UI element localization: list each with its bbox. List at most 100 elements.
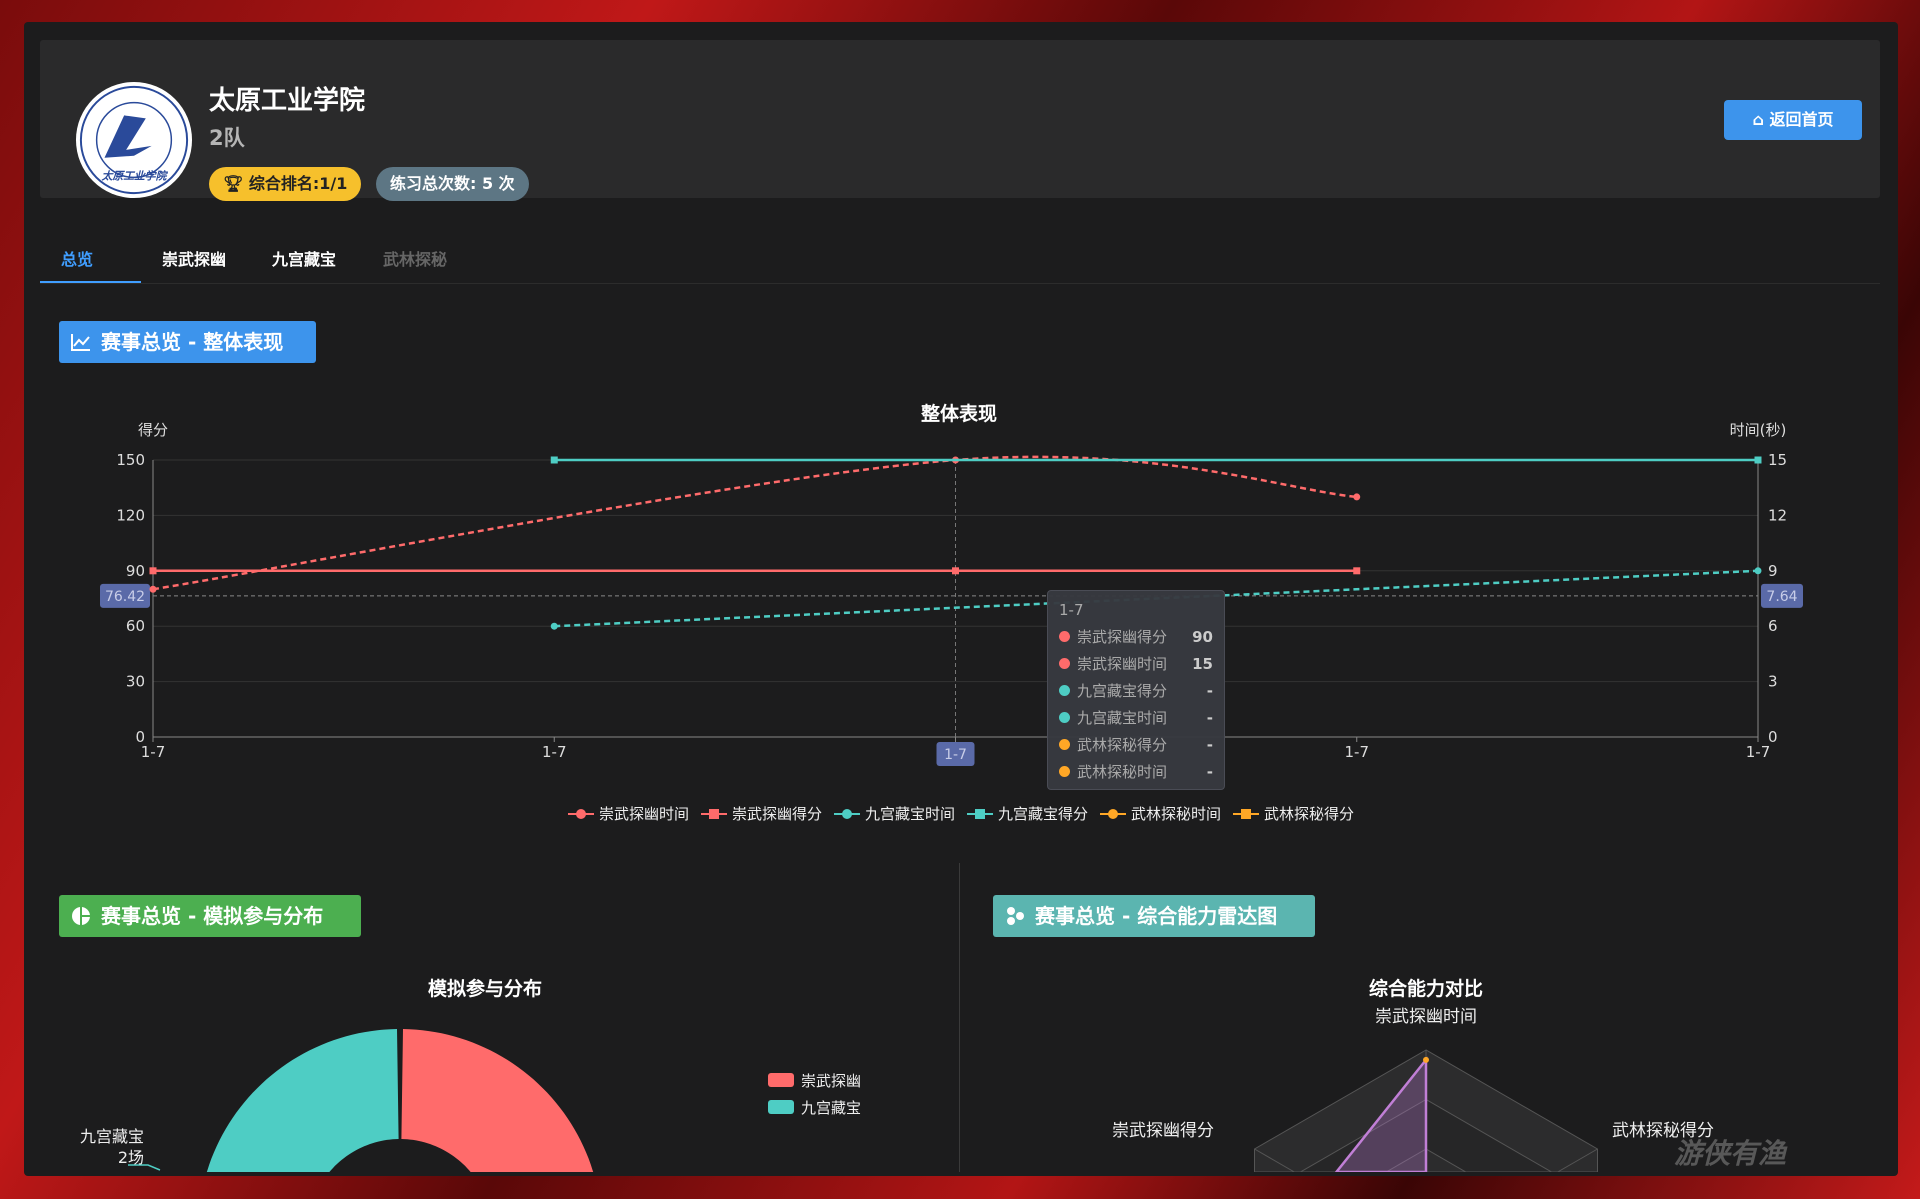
team-header: 太原工业学院 太原工业学院 2队 🏆︎ 综合排名:1/1 练习总次数: 5 次 … xyxy=(40,40,1880,201)
legend-item[interactable]: 崇武探幽时间 xyxy=(567,803,689,824)
section-title: 赛事总览 - 模拟参与分布 xyxy=(101,904,324,928)
tooltip-series-name: 九宫藏宝得分 xyxy=(1077,682,1168,700)
tab-jiugong[interactable]: 九宫藏宝 xyxy=(272,250,337,269)
tooltip-value: - xyxy=(1206,735,1213,754)
tooltip-value: - xyxy=(1206,708,1213,727)
pie-slice xyxy=(401,1029,594,1172)
tab-overview[interactable]: 总览 xyxy=(61,250,94,269)
y-right-tick-label: 9 xyxy=(1768,562,1778,580)
axis-pointer-label: 1-7 xyxy=(944,747,967,763)
series-point xyxy=(1353,567,1361,575)
chart-tooltip: 1-7 崇武探幽得分 90 崇武探幽时间 15 九宫藏宝得分 - 九宫藏宝时间 - 武林探秘得分… xyxy=(1047,590,1225,790)
y-right-tick-label: 6 xyxy=(1768,617,1778,635)
pie-slice-label: 九宫藏宝 xyxy=(80,1127,144,1146)
line-chart-title: 整体表现 xyxy=(920,403,998,425)
series-dot-icon xyxy=(1059,739,1070,750)
legend-marker-icon xyxy=(1233,808,1260,819)
pie-slice xyxy=(206,1029,399,1172)
tooltip-series-name: 武林探秘时间 xyxy=(1077,763,1168,781)
section-title: 赛事总览 - 整体表现 xyxy=(101,330,284,354)
legend-marker-icon xyxy=(1100,808,1127,819)
series-dot-icon xyxy=(1059,631,1070,642)
section-header-overall: 赛事总览 - 整体表现 xyxy=(59,321,316,363)
radar-indicator-label: 崇武探幽得分 xyxy=(1112,1121,1214,1141)
legend-label: 崇武探幽得分 xyxy=(731,805,822,823)
x-tick-label: 1-7 xyxy=(1345,743,1370,761)
tooltip-row: 崇武探幽得分 90 xyxy=(1059,623,1213,650)
tooltip-value: - xyxy=(1206,762,1213,781)
series-point xyxy=(550,622,558,630)
tooltip-row: 崇武探幽时间 15 xyxy=(1059,650,1213,677)
pie-legend-swatch xyxy=(768,1100,794,1114)
series-dot-icon xyxy=(1059,712,1070,723)
y-right-tick-label: 3 xyxy=(1768,673,1778,691)
tooltip-series-name: 崇武探幽时间 xyxy=(1077,655,1168,673)
pie-chart-title: 模拟参与分布 xyxy=(427,978,543,1000)
tooltip-value: 15 xyxy=(1192,654,1213,673)
series-point xyxy=(952,567,959,575)
series-dot-icon xyxy=(1059,766,1070,777)
tab-wulin[interactable]: 武林探秘 xyxy=(383,250,448,269)
series-line xyxy=(152,455,1357,591)
y-left-tick-label: 0 xyxy=(135,728,145,746)
trophy-icon: 🏆︎ xyxy=(223,174,249,193)
section-header-distribution: 赛事总览 - 模拟参与分布 xyxy=(59,895,361,937)
pie-legend-swatch xyxy=(768,1073,794,1087)
section-header-radar: 赛事总览 - 综合能力雷达图 xyxy=(993,895,1315,937)
line-chart-legend: 崇武探幽时间 崇武探幽得分 九宫藏宝时间 九宫藏宝得分 武林探秘时间 武林探秘得分 xyxy=(24,803,1898,824)
legend-item[interactable]: 崇武探幽得分 xyxy=(700,803,822,824)
y-right-tick-label: 15 xyxy=(1768,451,1787,469)
legend-item[interactable]: 武林探秘得分 xyxy=(1233,803,1354,824)
series-point xyxy=(149,567,157,575)
svg-text:太原工业学院: 太原工业学院 xyxy=(101,169,169,182)
legend-marker-icon xyxy=(833,808,860,819)
legend-item[interactable]: 九宫藏宝时间 xyxy=(833,803,955,824)
legend-label: 崇武探幽时间 xyxy=(598,805,689,823)
tab-divider xyxy=(40,283,1880,284)
pie-chart-icon xyxy=(72,907,90,925)
tooltip-value: 90 xyxy=(1192,627,1213,646)
tooltip-row: 九宫藏宝得分 - xyxy=(1059,677,1213,704)
tooltip-series-name: 崇武探幽得分 xyxy=(1077,628,1168,646)
radar-point xyxy=(1423,1056,1429,1063)
series-point xyxy=(1754,456,1762,464)
y-left-tick-label: 150 xyxy=(116,451,145,469)
column-divider xyxy=(959,863,960,1172)
tooltip-row: 武林探秘时间 - xyxy=(1059,758,1213,785)
section-title: 赛事总览 - 综合能力雷达图 xyxy=(1035,904,1278,928)
radar-axis xyxy=(1254,1148,1295,1172)
legend-label: 武林探秘时间 xyxy=(1131,805,1222,823)
y-right-axis-label: 时间(秒) xyxy=(1730,421,1787,439)
rank-text: 综合排名:1/1 xyxy=(248,174,348,193)
y-left-tick-label: 30 xyxy=(126,673,145,691)
rank-badge: 🏆︎ 综合排名:1/1 xyxy=(209,167,362,201)
home-icon: ⌂ xyxy=(1752,110,1770,129)
home-button[interactable]: ⌂ 返回首页 xyxy=(1724,100,1862,140)
x-tick-label: 1-7 xyxy=(1746,743,1771,761)
legend-item[interactable]: 九宫藏宝得分 xyxy=(967,803,1088,824)
line-chart: 0 0 30 3 60 6 90 9 120 12 150 15 得分 时间(秒) 1-7 1-7 1-7 1-7… xyxy=(100,421,1803,766)
avg-label-right: 7.64 xyxy=(1766,589,1797,605)
radar-chart-title: 综合能力对比 xyxy=(1368,978,1484,1000)
school-logo: 太原工业学院 xyxy=(75,81,193,199)
x-tick-label: 1-7 xyxy=(141,743,166,761)
legend-label: 武林探秘得分 xyxy=(1264,805,1355,823)
radar-axis xyxy=(1557,1148,1598,1172)
dashboard-panel: 太原工业学院 太原工业学院 2队 🏆︎ 综合排名:1/1 练习总次数: 5 次 … xyxy=(24,22,1898,1176)
avg-label-left: 76.42 xyxy=(105,589,145,605)
pie-label-line xyxy=(128,1164,161,1171)
series-dot-icon xyxy=(1059,658,1070,669)
tab-chongwu[interactable]: 崇武探幽 xyxy=(162,250,227,269)
series-point xyxy=(1353,493,1361,501)
radar-indicator-label: 崇武探幽时间 xyxy=(1375,1007,1477,1027)
y-right-tick-label: 12 xyxy=(1768,506,1787,524)
legend-item[interactable]: 武林探秘时间 xyxy=(1100,803,1221,824)
axis-pointer-label-bg xyxy=(936,742,975,766)
y-left-tick-label: 120 xyxy=(116,506,145,524)
radar-series-area xyxy=(1334,1056,1428,1172)
practice-count-badge: 练习总次数: 5 次 xyxy=(376,167,529,201)
series-point xyxy=(550,456,558,464)
active-tab-indicator xyxy=(40,281,141,283)
